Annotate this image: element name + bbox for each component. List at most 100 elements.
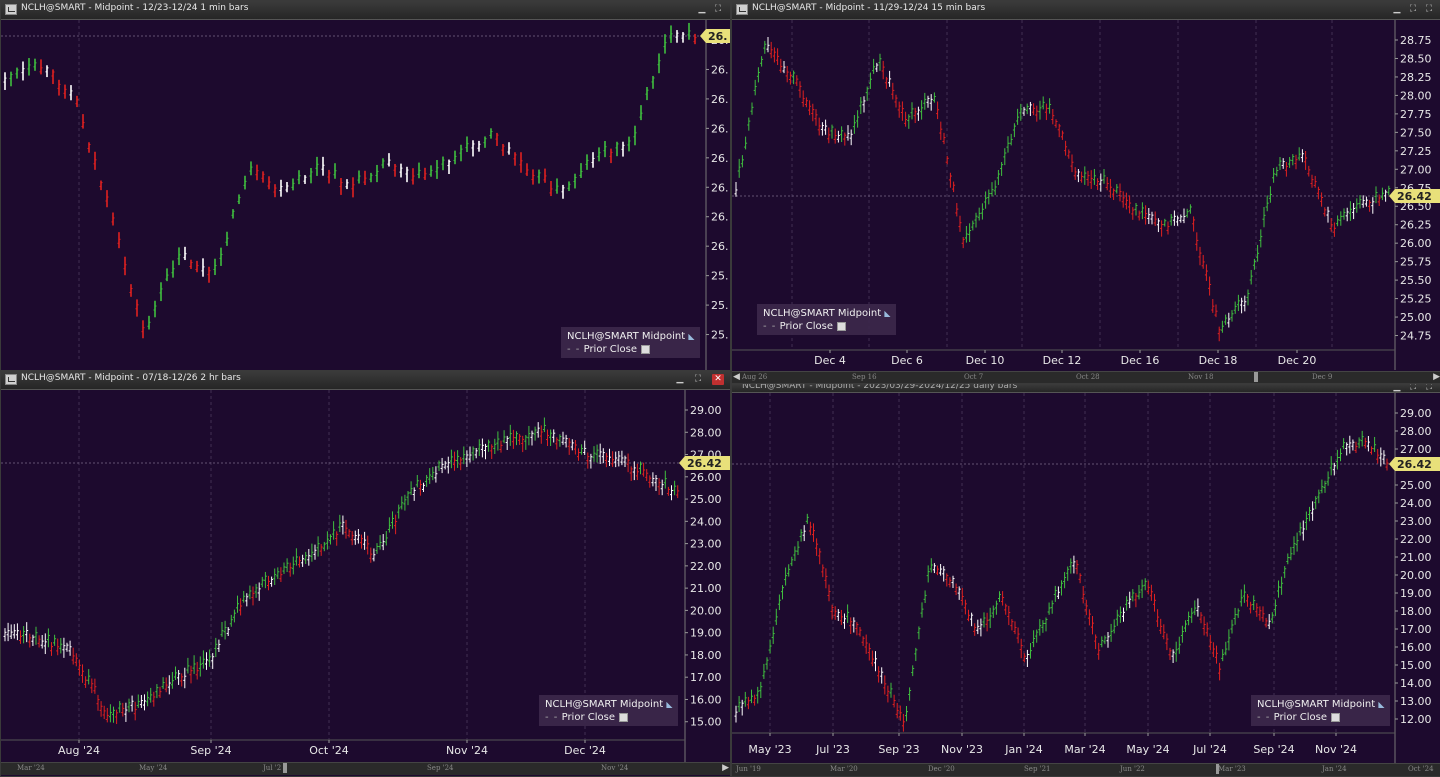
panel-titlebar[interactable]: NCLH@SMART - Midpoint - 11/29-12/24 15 m…: [732, 1, 1440, 20]
price-bar: [1081, 585, 1085, 604]
restore-icon[interactable]: ⛶: [1425, 383, 1433, 392]
y-tick-label: 27.75: [1400, 108, 1432, 121]
panel-title: NCLH@SMART - Midpoint - 07/18-12/26 2 hr…: [21, 373, 241, 383]
prior-close-checkbox[interactable]: [641, 344, 650, 354]
minimize-icon[interactable]: ▁: [1393, 383, 1401, 392]
chart-panel-daily[interactable]: NCLH@SMART - Midpoint - 2023/03/29-2024/…: [731, 383, 1440, 777]
prior-close-checkbox[interactable]: [1331, 712, 1340, 722]
price-bar: [1292, 536, 1296, 555]
prior-close-checkbox[interactable]: [837, 321, 846, 331]
chart-legend[interactable]: NCLH@SMART Midpoint ◣ - - Prior Close: [561, 327, 701, 358]
maximize-icon[interactable]: ⛶: [714, 4, 722, 14]
price-bar: [546, 429, 549, 447]
price-bar: [124, 702, 128, 722]
price-bar: [391, 511, 394, 529]
price-bar: [1304, 511, 1308, 531]
price-bar: [1025, 649, 1029, 667]
price-bar: [645, 469, 649, 482]
price-bar: [1182, 208, 1186, 224]
close-icon[interactable]: ✕: [712, 374, 724, 385]
price-bar: [939, 564, 943, 576]
price-bar: [542, 417, 546, 433]
chart-legend[interactable]: NCLH@SMART Midpoint ◣ - - Prior Close: [1251, 695, 1391, 726]
price-bar: [1264, 617, 1268, 628]
price-bar: [112, 706, 115, 723]
scroll-thumb[interactable]: [1254, 372, 1258, 382]
price-bar: [824, 119, 828, 135]
scroll-thumb[interactable]: [283, 763, 287, 773]
price-bar: [932, 563, 936, 574]
chart-panel-15min[interactable]: NCLH@SMART - Midpoint - 11/29-12/24 15 m…: [731, 0, 1440, 385]
price-bar: [480, 438, 484, 458]
price-bar: [1354, 441, 1358, 454]
legend-prior-close: Prior Close: [779, 321, 833, 332]
panel-titlebar[interactable]: NCLH@SMART - Midpoint - 2023/03/29-2024/…: [732, 384, 1440, 393]
price-bar: [1097, 642, 1101, 660]
price-bar: [537, 169, 541, 184]
panel-titlebar[interactable]: NCLH@SMART - Midpoint - 07/18-12/26 2 hr…: [1, 371, 730, 390]
price-bar: [1320, 192, 1324, 207]
price-bar: [1102, 169, 1106, 184]
price-bar: [793, 546, 797, 561]
minimize-icon[interactable]: ▁: [676, 374, 684, 384]
price-bar: [489, 128, 493, 139]
price-bar: [1044, 103, 1048, 121]
scroll-label: May '24: [139, 764, 168, 772]
time-scrollbar[interactable]: ◀ Aug 26 Sep 16 Oct 7 Oct 28 Nov 18 Dec …: [732, 371, 1440, 384]
price-bar: [219, 247, 223, 266]
panel-titlebar[interactable]: NCLH@SMART - Midpoint - 12/23-12/24 1 mi…: [1, 1, 730, 20]
price-bar: [792, 70, 796, 85]
price-bar: [1176, 215, 1180, 226]
price-bar: [1118, 606, 1122, 623]
price-bar: [50, 642, 53, 656]
price-chart[interactable]: 26.26.26.26.26.26.26.26.25.25.25.26.: [1, 20, 730, 371]
minimize-icon[interactable]: ▁: [1393, 4, 1401, 14]
price-bar: [897, 101, 901, 118]
last-price-tag: 26.42: [679, 456, 730, 470]
price-bar: [936, 101, 940, 120]
price-bar: [1140, 202, 1144, 220]
time-scrollbar[interactable]: Jun '19 Mar '20 Dec '20 Sep '21 Jun '22 …: [732, 763, 1440, 776]
price-bar: [948, 172, 952, 188]
chart-legend[interactable]: NCLH@SMART Midpoint ◣ - - Prior Close: [757, 304, 897, 335]
price-bar: [737, 696, 741, 713]
price-bar: [1297, 147, 1301, 161]
maximize-icon[interactable]: ⛶: [1409, 383, 1417, 392]
chart-panel-2hr[interactable]: NCLH@SMART - Midpoint - 07/18-12/26 2 hr…: [0, 370, 731, 777]
price-bar: [428, 468, 432, 484]
price-bar: [1316, 186, 1320, 200]
price-bar: [1301, 520, 1305, 541]
scroll-thumb[interactable]: [1216, 764, 1219, 774]
chart-legend[interactable]: NCLH@SMART Midpoint ◣ - - Prior Close: [539, 695, 679, 726]
prior-close-checkbox[interactable]: [619, 712, 628, 722]
restore-icon[interactable]: ⛶: [1425, 4, 1433, 14]
price-bar: [1153, 593, 1156, 612]
legend-edit-icon[interactable]: ◣: [1378, 700, 1385, 709]
scroll-right-icon[interactable]: ▶: [1433, 372, 1440, 382]
price-bar: [465, 136, 469, 153]
price-bar: [1326, 471, 1330, 486]
scroll-right-icon[interactable]: ▶: [722, 763, 729, 773]
price-bar: [1252, 258, 1256, 270]
price-bar: [642, 462, 646, 477]
y-tick-label: 29.00: [690, 404, 722, 417]
price-bar: [870, 650, 874, 667]
y-tick-label: 25.: [711, 329, 729, 342]
y-tick-label: 27.25: [1400, 145, 1432, 158]
price-bar: [852, 115, 856, 134]
price-bar: [1265, 195, 1269, 212]
price-bar: [1364, 196, 1368, 207]
maximize-icon[interactable]: ⛶: [694, 374, 702, 384]
maximize-icon[interactable]: ⛶: [1409, 4, 1417, 14]
time-scrollbar[interactable]: Mar '24 May '24 Jul '2 Sep '24 Nov '24 ▶: [1, 762, 730, 775]
chart-panel-1min[interactable]: NCLH@SMART - Midpoint - 12/23-12/24 1 mi…: [0, 0, 731, 372]
minimize-icon[interactable]: ▁: [698, 4, 706, 14]
price-bar: [914, 647, 918, 662]
legend-edit-icon[interactable]: ◣: [688, 332, 695, 341]
price-bar: [1072, 555, 1076, 574]
price-bar: [621, 141, 625, 157]
scroll-left-icon[interactable]: ◀: [733, 372, 740, 382]
legend-edit-icon[interactable]: ◣: [666, 700, 673, 709]
y-tick-label: 26.00: [690, 471, 722, 484]
legend-edit-icon[interactable]: ◣: [884, 309, 891, 318]
